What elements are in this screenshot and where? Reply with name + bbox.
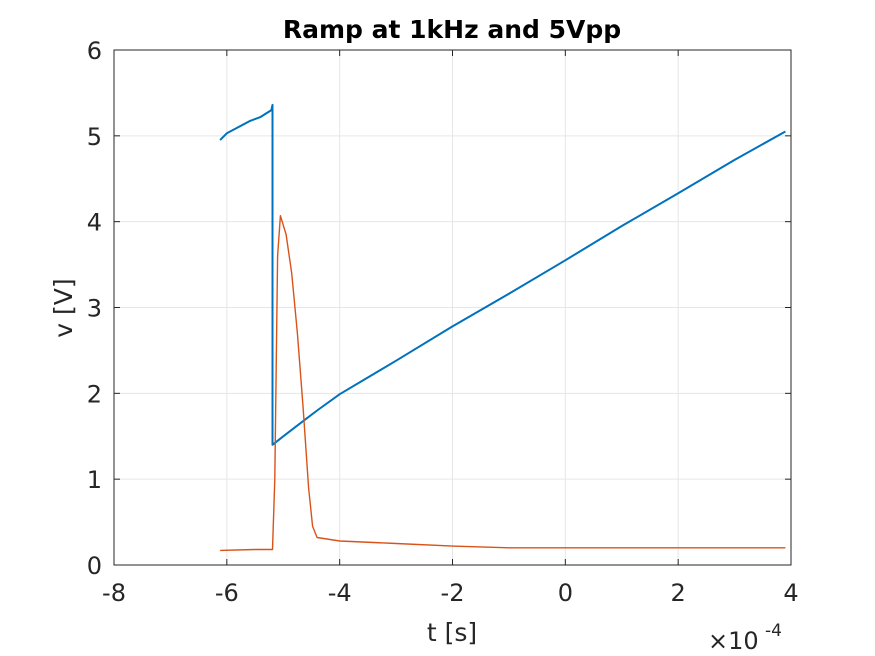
x-exponent-base: ×10 (708, 627, 759, 655)
series-layer (219, 103, 786, 552)
y-tick-label: 5 (87, 123, 102, 151)
x-exponent-power: -4 (765, 621, 782, 641)
x-tick-label: -2 (441, 579, 465, 607)
y-tick-label: 1 (87, 466, 102, 494)
x-tick-label: -6 (215, 579, 239, 607)
x-tick-label: 4 (783, 579, 798, 607)
y-tick-label: 3 (87, 295, 102, 323)
tick-marks (113, 49, 792, 566)
y-tick-label: 2 (87, 380, 102, 408)
y-tick-label: 4 (87, 209, 102, 237)
y-tick-label: 0 (87, 552, 102, 580)
y-axis-label: v [V] (49, 278, 78, 337)
x-tick-label: 2 (671, 579, 686, 607)
y-tick-label: 6 (87, 37, 102, 65)
series-line-2 (220, 215, 786, 552)
x-tick-label: -8 (102, 579, 126, 607)
y-tick-labels: 0 1 2 3 4 5 6 (87, 37, 102, 580)
chart-title: Ramp at 1kHz and 5Vpp (283, 15, 621, 44)
x-tick-labels: -8 -6 -4 -2 0 2 4 (102, 579, 799, 607)
series-line-1 (219, 103, 786, 446)
x-tick-label: 0 (558, 579, 573, 607)
x-tick-label: -4 (328, 579, 352, 607)
x-axis-label: t [s] (427, 618, 477, 647)
